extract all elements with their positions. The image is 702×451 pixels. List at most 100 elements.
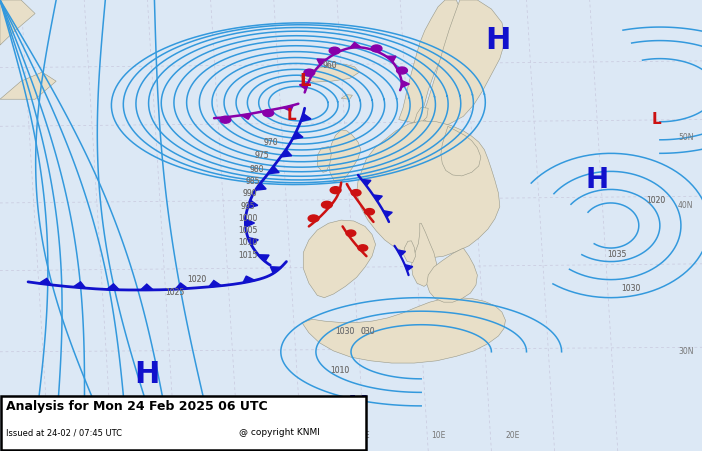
Text: H: H: [135, 360, 160, 389]
Polygon shape: [245, 219, 255, 227]
Text: Issued at 24-02 / 07:45 UTC: Issued at 24-02 / 07:45 UTC: [6, 428, 121, 437]
Text: 1000: 1000: [239, 214, 258, 223]
Polygon shape: [140, 284, 153, 290]
Text: L: L: [286, 107, 296, 123]
Polygon shape: [383, 211, 392, 217]
Circle shape: [329, 47, 340, 54]
Polygon shape: [341, 95, 352, 99]
Text: 1010: 1010: [330, 366, 349, 375]
Text: 1015: 1015: [239, 251, 258, 260]
Text: 980: 980: [249, 165, 264, 174]
Polygon shape: [405, 265, 413, 271]
Circle shape: [220, 116, 231, 123]
Circle shape: [330, 187, 341, 193]
Polygon shape: [404, 241, 416, 262]
Polygon shape: [300, 83, 308, 89]
Polygon shape: [0, 0, 35, 45]
Circle shape: [322, 201, 332, 208]
Text: H: H: [347, 394, 369, 418]
Polygon shape: [441, 126, 481, 176]
Polygon shape: [397, 250, 406, 256]
Circle shape: [358, 245, 368, 251]
Text: 50N: 50N: [678, 133, 694, 142]
Text: 030: 030: [360, 327, 375, 336]
Polygon shape: [248, 237, 258, 245]
Polygon shape: [421, 0, 505, 126]
Polygon shape: [241, 114, 251, 120]
Text: 0E: 0E: [360, 431, 370, 440]
Text: 960: 960: [323, 61, 338, 70]
Circle shape: [263, 110, 274, 116]
Polygon shape: [329, 130, 361, 183]
Polygon shape: [373, 195, 383, 201]
Polygon shape: [0, 72, 56, 99]
Polygon shape: [317, 59, 326, 65]
Text: 990: 990: [242, 189, 257, 198]
Polygon shape: [107, 284, 119, 290]
Polygon shape: [414, 107, 428, 123]
Text: 1010: 1010: [239, 238, 258, 247]
Text: 985: 985: [246, 177, 260, 186]
Text: @ copyright KNMI: @ copyright KNMI: [239, 428, 319, 437]
Text: 1030: 1030: [335, 327, 355, 336]
Text: 975: 975: [254, 151, 269, 160]
Polygon shape: [399, 0, 462, 123]
Text: L: L: [300, 72, 311, 90]
Polygon shape: [243, 276, 255, 283]
Text: Analysis for Mon 24 Feb 2025 06 UTC: Analysis for Mon 24 Feb 2025 06 UTC: [6, 400, 267, 413]
Polygon shape: [270, 267, 282, 274]
Text: 980: 980: [249, 165, 264, 174]
Polygon shape: [268, 166, 279, 174]
Text: 1030: 1030: [621, 284, 641, 293]
Text: 20E: 20E: [505, 431, 519, 440]
Text: 1025: 1025: [165, 288, 184, 297]
Polygon shape: [281, 150, 292, 157]
Polygon shape: [208, 281, 221, 287]
Text: 1005: 1005: [239, 226, 258, 235]
Text: 1015: 1015: [239, 251, 258, 260]
Text: 990: 990: [242, 189, 257, 198]
Circle shape: [304, 69, 314, 76]
Text: 40N: 40N: [678, 201, 694, 210]
Circle shape: [371, 45, 382, 52]
Text: 1035: 1035: [607, 250, 627, 259]
Text: 030: 030: [360, 327, 375, 336]
Text: 960: 960: [323, 61, 338, 70]
Text: L: L: [651, 112, 661, 127]
Text: H: H: [585, 166, 608, 194]
Text: 970: 970: [263, 138, 278, 147]
Polygon shape: [300, 64, 359, 82]
Polygon shape: [387, 56, 396, 62]
Text: 1030: 1030: [335, 327, 355, 336]
Polygon shape: [362, 179, 371, 186]
Polygon shape: [248, 200, 258, 208]
Circle shape: [351, 189, 361, 196]
Circle shape: [364, 208, 374, 215]
Polygon shape: [303, 220, 376, 298]
Polygon shape: [411, 223, 437, 286]
Text: 1030: 1030: [621, 284, 641, 293]
Text: 1020: 1020: [646, 196, 665, 205]
Text: H: H: [486, 26, 511, 55]
Polygon shape: [175, 283, 188, 289]
Text: 995: 995: [240, 202, 255, 211]
Text: 1010: 1010: [239, 238, 258, 247]
Polygon shape: [302, 298, 505, 363]
Polygon shape: [39, 278, 51, 285]
Polygon shape: [258, 255, 269, 262]
Text: 30N: 30N: [678, 347, 694, 356]
Text: 970: 970: [263, 138, 278, 147]
Polygon shape: [283, 105, 293, 111]
Circle shape: [397, 67, 407, 74]
FancyBboxPatch shape: [1, 396, 366, 450]
Text: 1025: 1025: [165, 288, 184, 297]
Polygon shape: [255, 183, 266, 190]
Circle shape: [308, 215, 319, 222]
Polygon shape: [350, 42, 361, 48]
Text: 1005: 1005: [239, 226, 258, 235]
Polygon shape: [402, 80, 409, 87]
Text: 975: 975: [254, 151, 269, 160]
Polygon shape: [357, 121, 500, 258]
Text: 1000: 1000: [239, 214, 258, 223]
Polygon shape: [300, 114, 311, 122]
